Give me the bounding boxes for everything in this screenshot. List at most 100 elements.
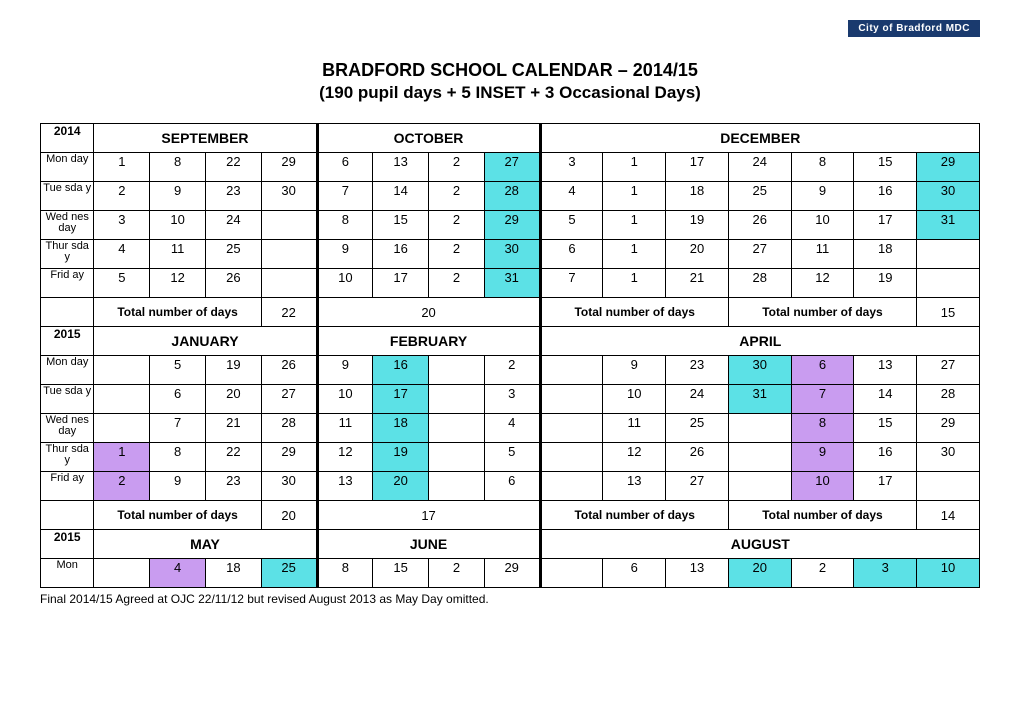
calendar-cell [261, 269, 317, 298]
footnote: Final 2014/15 Agreed at OJC 22/11/12 but… [40, 592, 980, 606]
day-name: Mon day [41, 356, 94, 385]
calendar-cell: 10 [317, 269, 373, 298]
total-value: 22 [261, 298, 317, 327]
calendar-cell: 30 [484, 240, 540, 269]
calendar-cell: 10 [317, 385, 373, 414]
calendar-cell: 15 [373, 559, 429, 588]
calendar-cell: 17 [854, 472, 917, 501]
calendar-cell [540, 443, 603, 472]
calendar-cell: 1 [603, 211, 666, 240]
calendar-cell: 27 [666, 472, 729, 501]
calendar-cell: 5 [540, 211, 603, 240]
calendar-cell: 31 [484, 269, 540, 298]
calendar-cell: 17 [373, 269, 429, 298]
calendar-cell [94, 414, 150, 443]
calendar-cell: 29 [261, 153, 317, 182]
calendar-cell: 12 [150, 269, 206, 298]
day-name: Tue sda y [41, 385, 94, 414]
calendar-cell: 17 [854, 211, 917, 240]
calendar-cell: 9 [317, 356, 373, 385]
calendar-cell: 1 [94, 443, 150, 472]
calendar-cell: 15 [854, 153, 917, 182]
total-label: Total number of days [728, 501, 916, 530]
calendar-cell [728, 443, 791, 472]
calendar-cell: 28 [261, 414, 317, 443]
month-head-apr: APRIL [540, 327, 979, 356]
month-head-dec: DECEMBER [540, 124, 979, 153]
calendar-cell [94, 385, 150, 414]
calendar-cell: 1 [603, 182, 666, 211]
total-value: 20 [261, 501, 317, 530]
calendar-cell [429, 414, 485, 443]
calendar-cell: 26 [261, 356, 317, 385]
calendar-cell: 17 [666, 153, 729, 182]
calendar-cell: 19 [854, 269, 917, 298]
calendar-cell: 13 [603, 472, 666, 501]
calendar-cell: 2 [429, 240, 485, 269]
calendar-cell: 20 [205, 385, 261, 414]
calendar-cell [540, 472, 603, 501]
calendar-cell: 15 [373, 211, 429, 240]
calendar-cell: 19 [205, 356, 261, 385]
calendar-cell: 20 [728, 559, 791, 588]
calendar-cell: 30 [261, 472, 317, 501]
calendar-cell: 4 [484, 414, 540, 443]
calendar-cell: 23 [666, 356, 729, 385]
total-value: 17 [317, 501, 540, 530]
calendar-cell: 16 [373, 356, 429, 385]
year-label: 2015 [41, 530, 94, 559]
calendar-cell: 8 [317, 559, 373, 588]
calendar-cell: 26 [728, 211, 791, 240]
calendar-cell: 28 [484, 182, 540, 211]
calendar-cell: 2 [429, 182, 485, 211]
calendar-cell: 2 [429, 269, 485, 298]
calendar-cell: 5 [150, 356, 206, 385]
day-name: Thur sda y [41, 240, 94, 269]
calendar-cell [261, 240, 317, 269]
calendar-cell: 13 [666, 559, 729, 588]
calendar-cell: 29 [484, 559, 540, 588]
calendar-cell: 1 [603, 240, 666, 269]
month-head-aug: AUGUST [540, 530, 979, 559]
calendar-cell: 15 [854, 414, 917, 443]
calendar-cell: 2 [429, 559, 485, 588]
calendar-cell: 30 [917, 182, 980, 211]
calendar-cell: 6 [484, 472, 540, 501]
calendar-cell: 11 [603, 414, 666, 443]
calendar-cell: 2 [429, 211, 485, 240]
calendar-cell: 1 [603, 153, 666, 182]
total-label: Total number of days [728, 298, 916, 327]
calendar-cell: 13 [854, 356, 917, 385]
calendar-cell: 21 [666, 269, 729, 298]
total-label: Total number of days [540, 298, 728, 327]
calendar-cell: 31 [728, 385, 791, 414]
calendar-cell [728, 472, 791, 501]
calendar-cell: 7 [150, 414, 206, 443]
calendar-cell: 23 [205, 182, 261, 211]
day-name: Tue sda y [41, 182, 94, 211]
calendar-cell: 4 [150, 559, 206, 588]
calendar-cell: 10 [791, 211, 854, 240]
calendar-cell: 23 [205, 472, 261, 501]
calendar-cell: 18 [666, 182, 729, 211]
calendar-cell: 29 [917, 153, 980, 182]
calendar-cell: 29 [261, 443, 317, 472]
calendar-cell: 29 [484, 211, 540, 240]
calendar-cell: 9 [791, 182, 854, 211]
calendar-cell [917, 472, 980, 501]
calendar-cell [540, 559, 603, 588]
calendar-cell: 8 [317, 211, 373, 240]
calendar-cell: 16 [854, 182, 917, 211]
year-label: 2015 [41, 327, 94, 356]
calendar-cell [429, 443, 485, 472]
month-head-jun: JUNE [317, 530, 540, 559]
calendar-cell: 4 [540, 182, 603, 211]
calendar-cell: 22 [205, 443, 261, 472]
calendar-cell: 7 [317, 182, 373, 211]
calendar-cell [540, 385, 603, 414]
calendar-cell: 12 [317, 443, 373, 472]
calendar-cell: 9 [150, 182, 206, 211]
calendar-cell: 14 [373, 182, 429, 211]
calendar-cell: 1 [603, 269, 666, 298]
calendar-cell: 19 [373, 443, 429, 472]
